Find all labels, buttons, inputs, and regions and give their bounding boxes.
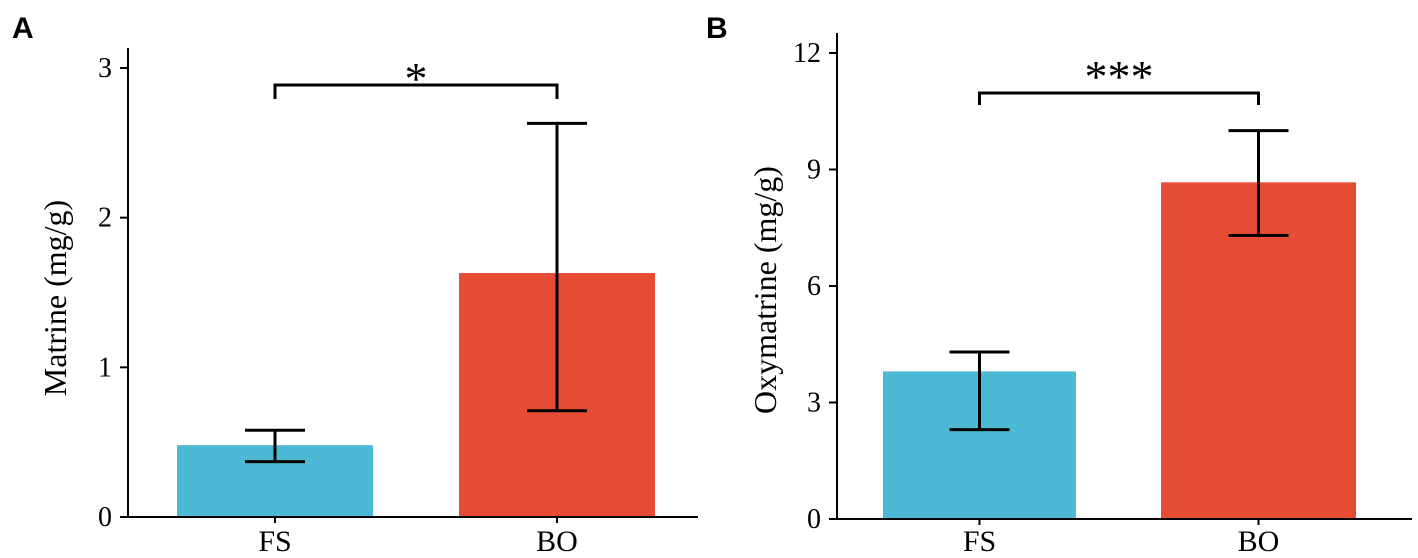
- y-axis-title: Matrine (mg/g): [37, 200, 73, 396]
- x-category-label: BO: [536, 525, 578, 558]
- bar-bo: [1161, 182, 1356, 519]
- error-bar-fs: [949, 350, 1010, 432]
- significance-bracket: [978, 91, 1260, 105]
- y-axis-title: Oxymatrine (mg/g): [747, 166, 783, 414]
- y-tick-label: 3: [98, 53, 112, 84]
- y-tick-label: 9: [807, 155, 821, 186]
- y-tick-label: 2: [98, 203, 112, 234]
- significance-bracket: [273, 83, 559, 99]
- y-tick-label: 1: [98, 352, 112, 383]
- x-category-label: FS: [258, 525, 291, 558]
- y-tick-label: 12: [793, 38, 821, 69]
- y-tick-label: 6: [807, 271, 821, 302]
- error-bar-bo: [527, 121, 587, 413]
- significance-label: ***: [1085, 51, 1154, 102]
- panel-letter: B: [706, 12, 728, 45]
- y-tick-label: 3: [807, 388, 821, 419]
- significance-label: *: [405, 53, 428, 104]
- panel-letter: A: [12, 12, 34, 45]
- chart-panel-b: B 0 3 6 9 12 FS BO Oxymatrine (mg/g) ***: [706, 12, 1412, 558]
- y-tick-label: 0: [98, 502, 112, 533]
- error-bar-fs: [245, 428, 305, 464]
- chart-panel-a: A 0 1 2 3 FS BO Matrine (mg/g) *: [12, 12, 698, 558]
- y-tick-label: 0: [807, 504, 821, 535]
- x-category-label: FS: [963, 525, 996, 558]
- x-category-label: BO: [1238, 525, 1280, 558]
- error-bar-bo: [1228, 129, 1289, 238]
